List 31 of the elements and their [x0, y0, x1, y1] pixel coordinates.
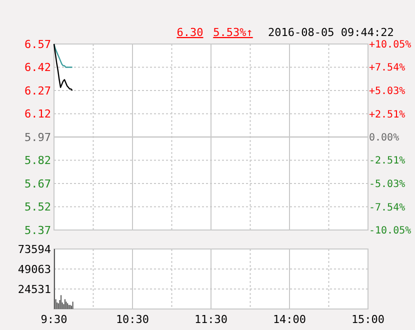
y-tick-label: 5.37	[24, 224, 51, 237]
y-tick-label: 49063	[18, 262, 51, 276]
y2-tick-label: -5.03%	[369, 179, 406, 190]
y2-tick-label: -2.51%	[369, 156, 406, 167]
y-tick-label: 6.57	[24, 38, 51, 51]
y-tick-label: 6.42	[24, 61, 51, 74]
y2-tick-label: -10.05%	[369, 226, 412, 236]
y-tick-label: 5.97	[24, 130, 51, 144]
y-tick-label: 24531	[18, 282, 51, 296]
y2-tick-label: +10.05%	[369, 40, 412, 50]
text: 2016-08-05 09:44:22	[268, 26, 394, 39]
text: 5.53%↑	[213, 26, 253, 39]
y2-tick-label: +2.51%	[369, 109, 406, 120]
x-tick-label: 15:00	[351, 313, 385, 326]
y-tick-label: 6.12	[24, 108, 51, 121]
y2-tick-label: +5.03%	[369, 86, 406, 97]
y2-tick-label: +7.54%	[369, 62, 406, 74]
x-tick-label: 10:30	[116, 313, 150, 326]
line-series	[53, 43, 73, 92]
y-tick-label: 6.27	[24, 84, 51, 98]
y-tick-label: 5.82	[24, 154, 51, 168]
line-series	[53, 43, 73, 68]
text: 6.30	[176, 26, 204, 39]
y-tick-label: 5.52	[24, 200, 51, 214]
x-tick-label: 11:30	[194, 313, 228, 326]
y-tick-label: 5.67	[24, 177, 51, 190]
y2-tick-label: -7.54%	[369, 202, 406, 214]
x-tick-label: 9:30	[40, 313, 68, 326]
x-tick-label: 14:00	[272, 313, 306, 326]
y2-tick-label: 0.00%	[369, 132, 400, 144]
y-tick-label: 73594	[18, 242, 52, 256]
